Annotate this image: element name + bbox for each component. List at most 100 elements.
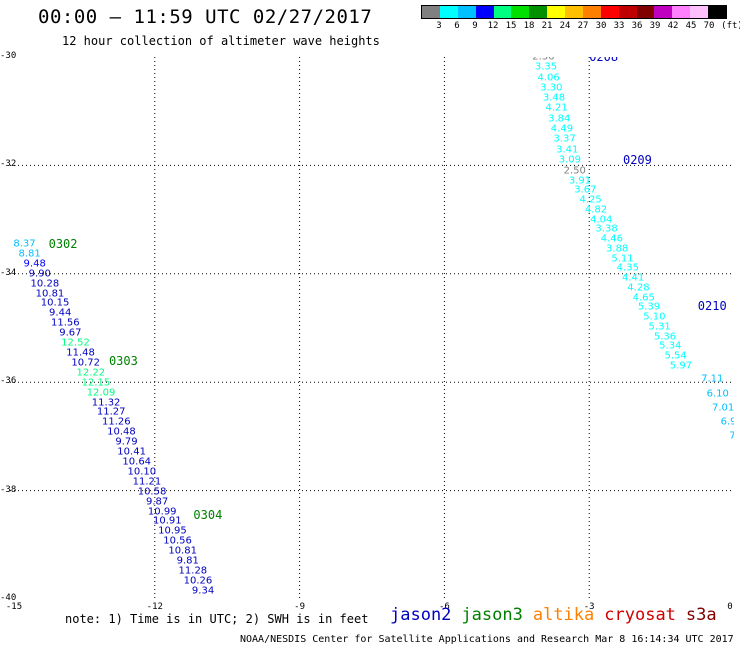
wave-height-point: 5.97 [669,360,693,372]
wave-height-point: 2.36 [532,57,555,63]
color-scale-label: 3 [436,21,442,31]
wave-height-point: 10.26 [183,575,213,587]
wave-height-point: 3.37 [553,133,576,145]
wave-height-point: 5.34 [659,340,682,352]
color-scale-label: 45 [685,21,697,31]
legend-entry-cryosat: cryosat [604,605,676,625]
wave-height-point: 10.72 [71,357,101,369]
map-subtitle: 12 hour collection of altimeter wave hei… [62,34,380,48]
color-scale-label: 27 [577,21,589,31]
wave-height-point: 10.28 [30,278,60,290]
wave-height-point: 4.82 [584,204,608,216]
legend-entry-s3a: s3a [685,605,717,625]
wave-height-point: 5.11 [611,253,634,265]
wave-height-point: 12.22 [76,367,106,379]
wave-height-point: 5.36 [653,331,677,343]
legend-entry-altika: altika [532,605,595,625]
color-scale-label: 42 [667,21,679,31]
wave-height-point: 4.25 [579,194,602,206]
wave-height-point: 3.48 [542,92,566,104]
wave-height-point: 5.39 [637,301,661,313]
wave-height-point: 10.48 [107,426,136,438]
wave-height-point: 9.48 [23,258,46,270]
wave-height-point: 4.06 [537,72,560,84]
wave-height-point: 10.81 [168,545,197,557]
color-swatch-2 [457,6,476,18]
x-tick-label: -9 [294,602,306,612]
wave-height-point: 9.34 [191,585,215,597]
color-swatch-11 [618,6,637,18]
x-tick-label: -3 [583,602,595,612]
color-swatch-15 [690,6,708,18]
grid-lines [10,57,734,599]
wave-height-point: 8.81 [18,248,41,260]
wave-height-point: 5.54 [664,350,687,362]
pass-time-label: 0208 [589,57,619,64]
color-swatch-4 [493,6,512,18]
pass-time-label: 0209 [622,152,652,167]
wave-height-point: 11.48 [66,347,95,359]
y-tick-label: -36 [0,376,17,387]
credit-line: NOAA/NESDIS Center for Satellite Applica… [240,634,734,645]
x-tick-label: -12 [146,602,163,612]
color-scale-label: 15 [505,21,517,31]
wave-height-point: 9.79 [115,436,138,448]
wave-height-point: 10.41 [117,446,146,458]
wave-height-point: 9.90 [28,268,51,280]
wave-height-point: 11.27 [96,406,126,418]
color-swatch-16 [708,6,726,18]
wave-height-point: 7.11 [701,373,724,385]
color-scale-label: 30 [595,21,607,31]
color-swatch-14 [672,6,691,18]
color-scale-label: 39 [649,21,661,31]
color-swatch-9 [582,6,601,18]
wave-height-point: 7. [729,430,734,442]
color-swatch-13 [654,6,673,18]
wave-height-point: 7.01 [711,402,734,414]
wave-height-point: 3.67 [574,184,597,196]
y-tick-label: -30 [0,51,17,61]
wave-height-point: 3.35 [534,61,558,73]
wave-height-point: 12.52 [61,337,90,349]
color-swatch-7 [547,6,565,18]
wave-height-point: 4.49 [550,123,574,135]
color-swatch-1 [439,6,458,18]
color-scale-label: 36 [631,21,643,31]
wave-height-point: 10.81 [35,288,65,300]
wave-height-point: 10.99 [147,506,177,518]
wave-height-point: 11.32 [91,397,121,409]
pass-time-label: 0302 [48,236,78,251]
legend-entry-jason3: jason3 [461,605,523,625]
wave-height-point: 4.65 [632,292,655,304]
wave-height-point: 3.41 [556,144,579,156]
wave-height-point: 4.46 [600,233,624,245]
pass-time-label: 0304 [193,507,223,522]
wave-height-point: 4.28 [627,282,650,294]
wave-height-point: 9.44 [49,307,72,319]
pass-time-label: 0303 [108,353,138,368]
color-scale-label: (ft) [721,21,740,31]
wave-height-point: 3.09 [558,154,582,166]
wave-height-point: 10.95 [158,525,187,537]
color-swatch-10 [600,6,619,18]
map-title: 00:00 — 11:59 UTC 02/27/2017 [38,6,373,28]
wave-height-point: 3.91 [568,175,592,187]
wave-height-point: 10.10 [127,466,157,478]
color-swatch-5 [511,6,530,18]
satellite-legend: jason2 jason3 altika cryosat s3a [390,605,727,625]
wave-height-point: 11.28 [178,565,208,577]
x-tick-label: 0 [727,602,733,612]
wave-height-point: 4.04 [590,214,613,226]
wave-height-point: 11.21 [132,476,162,488]
wave-height-point: 2.50 [563,165,586,177]
wave-height-point: 6.10 [706,388,729,400]
plot-area: 2.36 3.35 4.06 3.30 3.48 4.21 3.84 4.49 3.37 3.41… [10,57,734,599]
wave-height-point: 9.67 [59,327,82,339]
wave-height-point: 10.64 [122,456,152,468]
wave-height-point: 8.37 [13,238,36,250]
color-swatch-0 [422,6,440,18]
color-scale-label: 18 [523,21,535,31]
x-tick-label: -15 [5,602,23,612]
wave-height-point: 3.88 [606,243,629,255]
